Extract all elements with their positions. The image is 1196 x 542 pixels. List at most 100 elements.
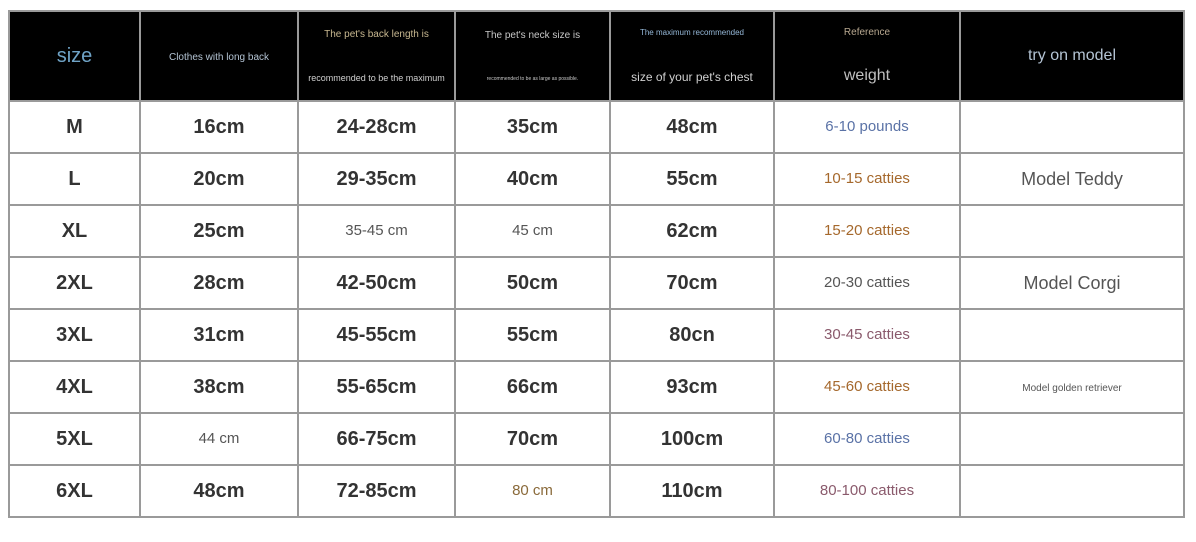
neck-value: 55cm bbox=[506, 323, 559, 346]
cell-long-back: 44 cm bbox=[139, 412, 299, 466]
cell-model: Model golden retriever bbox=[959, 360, 1185, 414]
cell-neck: 66cm bbox=[454, 360, 611, 414]
cell-chest: 55cm bbox=[609, 152, 775, 206]
header-weight: Reference weight bbox=[773, 10, 961, 102]
weight-value: 10-15 catties bbox=[824, 170, 910, 187]
cell-model bbox=[959, 412, 1185, 466]
chest-value: 110cm bbox=[661, 479, 723, 502]
table-row: XL 25cm 35-45 cm 45 cm 62cm 15-20 catties bbox=[8, 204, 1185, 258]
cell-model: Model Teddy bbox=[959, 152, 1185, 206]
neck-value: 66cm bbox=[506, 375, 559, 398]
back-length-value: 45-55cm bbox=[336, 323, 417, 346]
neck-value: 80 cm bbox=[512, 482, 553, 499]
cell-chest: 93cm bbox=[609, 360, 775, 414]
cell-long-back: 25cm bbox=[139, 204, 299, 258]
table-row: 2XL 28cm 42-50cm 50cm 70cm 20-30 catties Model… bbox=[8, 256, 1185, 310]
cell-chest: 110cm bbox=[609, 464, 775, 518]
weight-value: 15-20 catties bbox=[824, 222, 910, 239]
cell-back-length: 45-55cm bbox=[297, 308, 456, 362]
chest-value: 48cm bbox=[666, 115, 718, 138]
header-back-length: The pet's back length is recommended to b… bbox=[297, 10, 456, 102]
header-neck: The pet's neck size is recommended to be … bbox=[454, 10, 611, 102]
cell-weight: 60-80 catties bbox=[773, 412, 961, 466]
cell-back-length: 35-45 cm bbox=[297, 204, 456, 258]
chest-value: 100cm bbox=[660, 427, 724, 450]
back-length-value: 24-28cm bbox=[336, 115, 417, 138]
header-long-back: Clothes with long back bbox=[139, 10, 299, 102]
cell-chest: 70cm bbox=[609, 256, 775, 310]
size-value: 3XL bbox=[56, 323, 93, 346]
size-value: XL bbox=[61, 219, 88, 242]
cell-back-length: 24-28cm bbox=[297, 100, 456, 154]
cell-neck: 55cm bbox=[454, 308, 611, 362]
size-value: 5XL bbox=[56, 427, 93, 450]
weight-value: 20-30 catties bbox=[824, 274, 910, 291]
neck-value: 45 cm bbox=[512, 222, 553, 239]
cell-long-back: 48cm bbox=[139, 464, 299, 518]
table-row: L 20cm 29-35cm 40cm 55cm 10-15 catties Model T… bbox=[8, 152, 1185, 206]
cell-back-length: 29-35cm bbox=[297, 152, 456, 206]
cell-chest: 100cm bbox=[609, 412, 775, 466]
cell-weight: 80-100 catties bbox=[773, 464, 961, 518]
table-row: 4XL 38cm 55-65cm 66cm 93cm 45-60 catties Model… bbox=[8, 360, 1185, 414]
chest-value: 62cm bbox=[666, 219, 718, 242]
cell-weight: 20-30 catties bbox=[773, 256, 961, 310]
weight-value: 45-60 catties bbox=[824, 378, 910, 395]
long-back-value: 44 cm bbox=[198, 430, 240, 447]
table-row: 5XL 44 cm 66-75cm 70cm 100cm 60-80 catties bbox=[8, 412, 1185, 466]
chest-value: 70cm bbox=[666, 271, 718, 294]
size-value: 2XL bbox=[56, 271, 93, 294]
weight-value: 6-10 pounds bbox=[825, 118, 909, 135]
cell-size: 4XL bbox=[8, 360, 141, 414]
cell-long-back: 28cm bbox=[139, 256, 299, 310]
cell-neck: 35cm bbox=[454, 100, 611, 154]
model-value: Model Teddy bbox=[1021, 168, 1123, 189]
neck-value: 35cm bbox=[506, 115, 559, 138]
long-back-value: 28cm bbox=[193, 271, 245, 294]
cell-weight: 45-60 catties bbox=[773, 360, 961, 414]
cell-back-length: 66-75cm bbox=[297, 412, 456, 466]
model-value: Model golden retriever bbox=[1022, 383, 1122, 394]
header-size: size bbox=[8, 10, 141, 102]
cell-chest: 62cm bbox=[609, 204, 775, 258]
cell-neck: 80 cm bbox=[454, 464, 611, 518]
size-value: 6XL bbox=[56, 479, 93, 502]
weight-value: 80-100 catties bbox=[819, 482, 915, 499]
cell-weight: 10-15 catties bbox=[773, 152, 961, 206]
cell-size: L bbox=[8, 152, 141, 206]
back-length-value: 35-45 cm bbox=[345, 222, 408, 239]
neck-value: 40cm bbox=[506, 167, 559, 190]
cell-weight: 15-20 catties bbox=[773, 204, 961, 258]
chest-value: 55cm bbox=[666, 167, 718, 190]
cell-model bbox=[959, 308, 1185, 362]
long-back-value: 38cm bbox=[193, 375, 245, 398]
table-row: 3XL 31cm 45-55cm 55cm 80cn 30-45 catties bbox=[8, 308, 1185, 362]
back-length-value: 66-75cm bbox=[336, 427, 417, 450]
cell-weight: 6-10 pounds bbox=[773, 100, 961, 154]
cell-size: M bbox=[8, 100, 141, 154]
back-length-value: 55-65cm bbox=[336, 375, 417, 398]
table-row: 6XL 48cm 72-85cm 80 cm 110cm 80-100 catties bbox=[8, 464, 1185, 518]
model-value: Model Corgi bbox=[1023, 272, 1121, 293]
cell-model bbox=[959, 100, 1185, 154]
cell-neck: 70cm bbox=[454, 412, 611, 466]
cell-neck: 40cm bbox=[454, 152, 611, 206]
cell-long-back: 16cm bbox=[139, 100, 299, 154]
chest-value: 80cn bbox=[669, 323, 715, 346]
back-length-value: 29-35cm bbox=[336, 167, 417, 190]
neck-value: 50cm bbox=[506, 271, 559, 294]
size-value: 4XL bbox=[56, 375, 93, 398]
cell-neck: 45 cm bbox=[454, 204, 611, 258]
cell-chest: 80cn bbox=[609, 308, 775, 362]
cell-neck: 50cm bbox=[454, 256, 611, 310]
weight-value: 30-45 catties bbox=[824, 326, 910, 343]
back-length-value: 72-85cm bbox=[336, 479, 417, 502]
table-row: M 16cm 24-28cm 35cm 48cm 6-10 pounds bbox=[8, 100, 1185, 154]
neck-value: 70cm bbox=[506, 427, 559, 450]
cell-model: Model Corgi bbox=[959, 256, 1185, 310]
cell-size: 5XL bbox=[8, 412, 141, 466]
chest-value: 93cm bbox=[666, 375, 718, 398]
long-back-value: 16cm bbox=[193, 115, 245, 138]
cell-long-back: 38cm bbox=[139, 360, 299, 414]
header-model: try on model bbox=[959, 10, 1185, 102]
